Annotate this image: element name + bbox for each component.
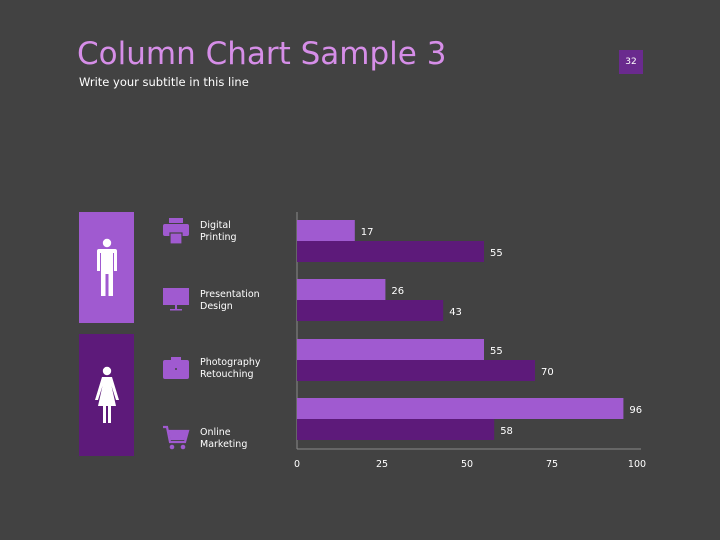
bar-s2-1	[297, 241, 484, 262]
bar-s2-4	[297, 419, 495, 440]
bar-s2-3	[297, 360, 535, 381]
category-label-presentation-design: Presentation Design	[200, 289, 260, 312]
male-card	[79, 212, 134, 323]
printer-icon	[163, 218, 189, 245]
x-tick-label-50: 50	[461, 459, 473, 470]
bar-s2-2	[297, 300, 444, 321]
bar-s1-1	[297, 220, 355, 241]
data-label-s2-3: 70	[541, 367, 554, 378]
category-label-online-marketing: Online Marketing	[200, 427, 248, 450]
category-label-digital-printing: Digital Printing	[200, 220, 237, 243]
x-tick-label-100: 100	[628, 459, 646, 470]
data-label-s1-1: 17	[361, 227, 374, 238]
bar-s1-4	[297, 398, 624, 419]
x-tick-label-75: 75	[546, 459, 558, 470]
female-card	[79, 334, 134, 456]
bar-s1-3	[297, 339, 484, 360]
bar-s1-2	[297, 279, 386, 300]
shopping-cart-icon	[163, 425, 190, 450]
page-number-badge: 32	[619, 50, 643, 74]
camera-icon	[163, 357, 189, 379]
data-label-s1-2: 26	[391, 286, 404, 297]
data-label-s1-3: 55	[490, 346, 503, 357]
x-tick-label-0: 0	[294, 459, 300, 470]
data-label-s2-1: 55	[490, 248, 503, 259]
data-label-s2-4: 58	[500, 426, 513, 437]
slide-subtitle: Write your subtitle in this line	[79, 75, 249, 89]
slide-title: Column Chart Sample 3	[77, 36, 447, 72]
data-label-s1-4: 96	[629, 405, 642, 416]
x-tick-label-25: 25	[376, 459, 388, 470]
female-person-icon	[94, 366, 119, 423]
category-label-photography-retouching: Photography Retouching	[200, 357, 261, 380]
data-label-s2-2: 43	[449, 307, 462, 318]
male-person-icon	[96, 238, 117, 296]
monitor-icon	[163, 288, 189, 311]
